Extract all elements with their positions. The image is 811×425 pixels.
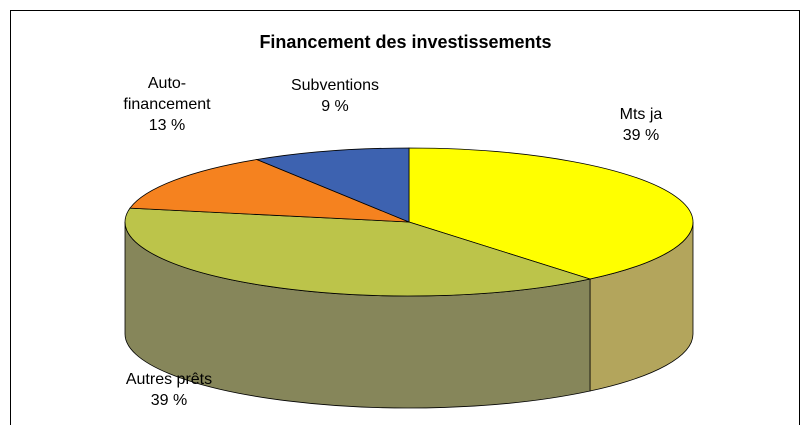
slice-name: Mts ja xyxy=(619,106,663,123)
pie-slice xyxy=(124,207,592,297)
slice-name: Subventions xyxy=(290,77,380,94)
slice-label: Auto-financement 13 % xyxy=(115,73,220,136)
pie-slice xyxy=(255,147,410,223)
slice-label: Mts ja 39 % xyxy=(581,104,701,146)
slice-label: Subventions 9 % xyxy=(275,75,395,117)
chart-title: Financement des investissements xyxy=(259,32,552,52)
slice-value: 39 % xyxy=(622,127,660,144)
slice-name: Auto-financement xyxy=(123,75,211,113)
slice-value: 9 % xyxy=(321,98,349,115)
pie-slice xyxy=(129,159,410,223)
slice-name: Autres prêts xyxy=(125,371,213,388)
slice-label: Autres prêts 39 % xyxy=(99,369,239,411)
pie-slice xyxy=(408,147,694,280)
slice-value: 13 % xyxy=(148,117,186,134)
slice-value: 39 % xyxy=(150,392,188,409)
